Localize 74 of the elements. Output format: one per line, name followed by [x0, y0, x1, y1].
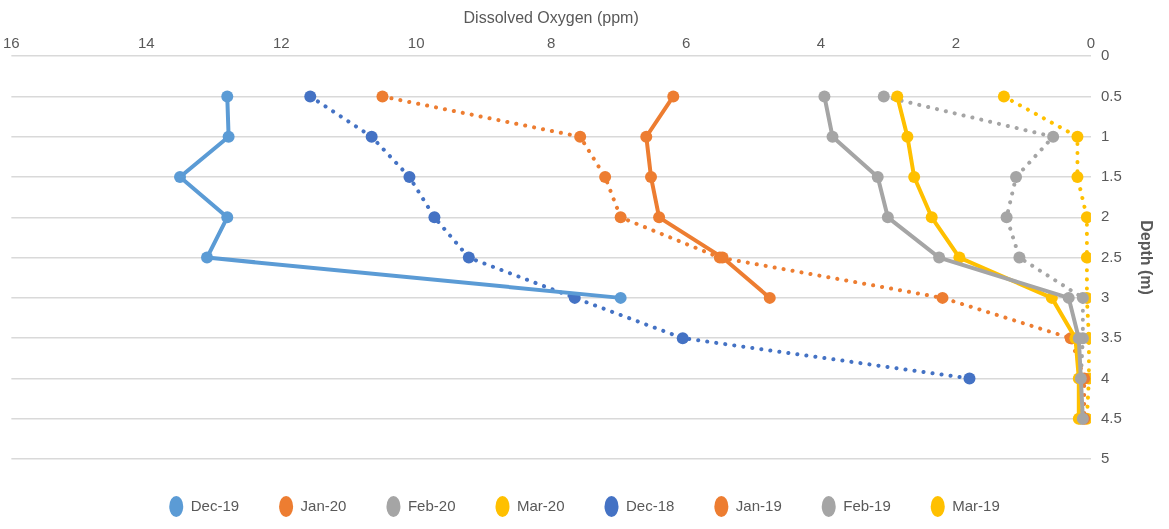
point	[1013, 251, 1026, 264]
point	[891, 90, 904, 103]
y-tick-label: 3.5	[1100, 328, 1122, 346]
point	[1062, 291, 1075, 304]
x-tick-label: 8	[546, 34, 556, 52]
y-tick-label: 2	[1100, 207, 1110, 225]
point	[221, 90, 234, 103]
point	[1080, 251, 1091, 264]
point	[881, 211, 894, 224]
x-tick-label: 6	[681, 34, 691, 52]
point	[201, 251, 214, 264]
point	[818, 90, 831, 103]
point	[676, 332, 689, 345]
x-tick-label: 2	[951, 34, 961, 52]
legend-label: Mar-19	[952, 496, 1000, 514]
x-axis-title: Dissolved Oxygen (ppm)	[463, 9, 639, 27]
point	[614, 291, 627, 304]
point	[933, 251, 946, 264]
point	[599, 171, 612, 184]
point	[826, 130, 839, 143]
point	[221, 211, 234, 224]
x-tick-label: 12	[272, 34, 290, 52]
point	[1080, 211, 1091, 224]
point	[1010, 171, 1023, 184]
point	[640, 130, 653, 143]
x-tick-label: 4	[816, 34, 826, 52]
point	[1076, 291, 1089, 304]
point	[1071, 130, 1084, 143]
legend-label: Mar-20	[516, 496, 565, 514]
legend-label: Feb-19	[843, 496, 891, 514]
y-tick-label: 1	[1100, 126, 1110, 144]
point	[614, 211, 627, 224]
point	[1000, 211, 1013, 224]
point	[925, 211, 938, 224]
y-tick-label: 3	[1100, 288, 1110, 306]
point	[574, 130, 587, 143]
point	[908, 171, 921, 184]
point	[1047, 130, 1060, 143]
point	[763, 291, 776, 304]
point	[653, 211, 666, 224]
legend-label: Jan-20	[300, 496, 347, 514]
point	[963, 372, 976, 385]
point	[901, 130, 914, 143]
x-tick-label: 0	[1086, 34, 1096, 52]
point	[645, 171, 658, 184]
y-tick-label: 4.5	[1100, 408, 1122, 426]
x-tick-label: 14	[137, 34, 155, 52]
y-tick-label: 4	[1100, 368, 1110, 386]
y-tick-label: 2.5	[1100, 247, 1122, 265]
x-tick-label: 10	[407, 34, 425, 52]
point	[462, 251, 475, 264]
point	[222, 130, 235, 143]
y-axis-title: Depth (m)	[1137, 220, 1155, 295]
point	[997, 90, 1010, 103]
point	[936, 291, 949, 304]
point	[376, 90, 389, 103]
y-tick-label: 1.5	[1100, 167, 1122, 185]
y-tick-label: 0	[1100, 46, 1110, 64]
y-tick-label: 5	[1100, 449, 1110, 467]
legend-label: Feb-20	[407, 496, 456, 514]
point	[667, 90, 680, 103]
legend-label: Jan-19	[735, 496, 782, 514]
y-tick-label: 0.5	[1100, 86, 1122, 104]
legend-label: Dec-19	[190, 496, 240, 514]
legend-label: Dec-18	[626, 496, 675, 514]
point	[365, 130, 378, 143]
point	[1071, 171, 1084, 184]
point	[403, 171, 416, 184]
point	[428, 211, 441, 224]
point	[871, 171, 884, 184]
point	[304, 90, 317, 103]
point	[877, 90, 890, 103]
point	[174, 171, 187, 184]
x-tick-label: 16	[3, 34, 20, 52]
